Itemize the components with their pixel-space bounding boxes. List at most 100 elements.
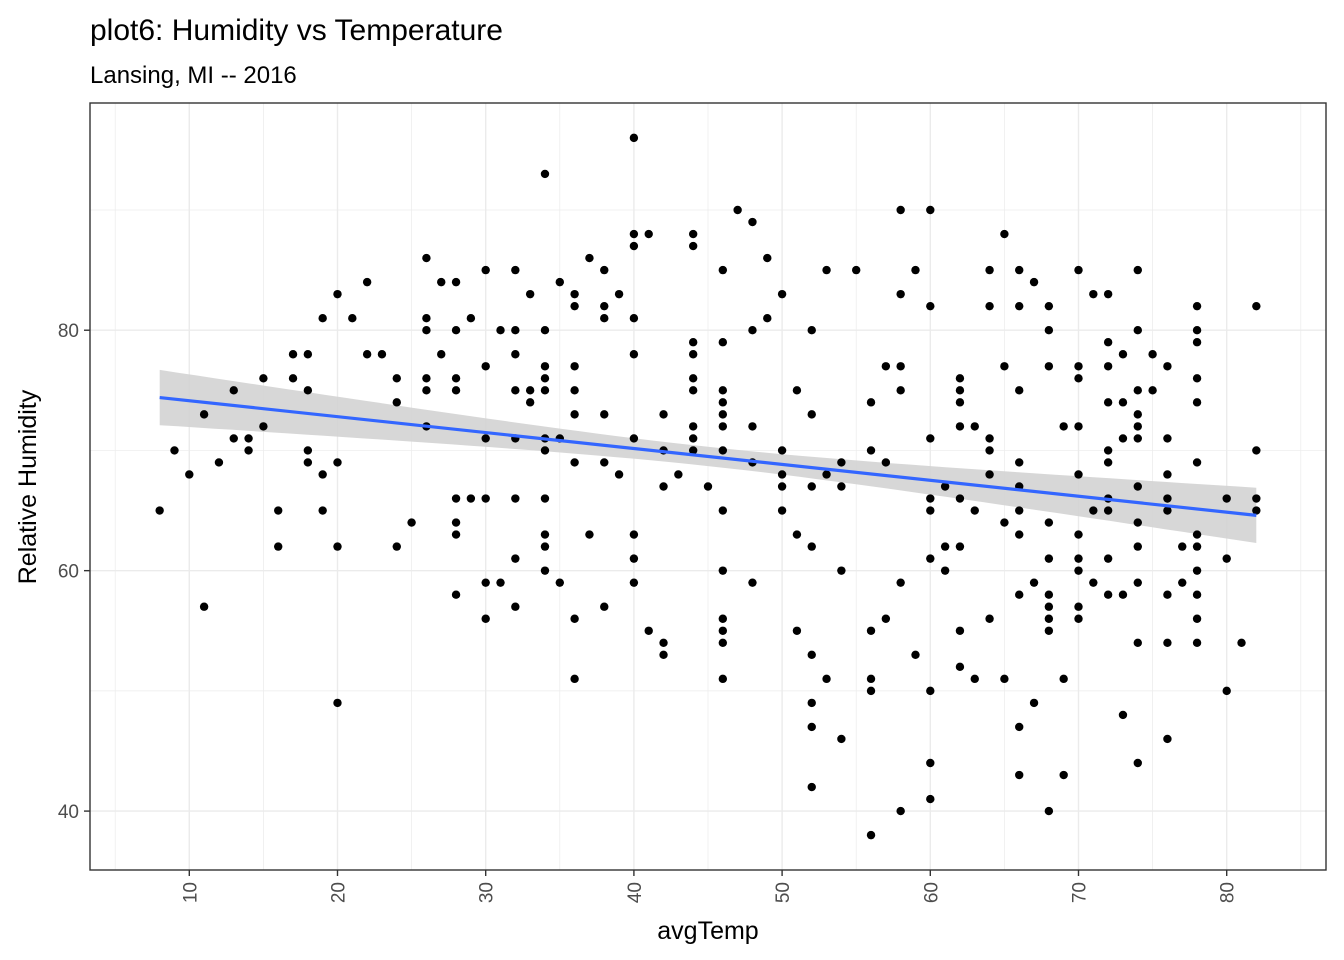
data-point [926,494,935,503]
data-point [629,229,639,239]
data-point [1089,578,1098,587]
data-point [1178,542,1187,551]
data-point [1074,422,1083,431]
data-point [718,446,728,455]
data-point [481,494,490,503]
data-point [185,470,194,479]
data-point [1192,398,1202,407]
data-point [333,542,342,551]
data-point [481,265,490,275]
data-point [1044,554,1054,563]
data-point [792,626,802,635]
data-point [1103,590,1113,599]
data-point [511,554,520,563]
data-point [392,398,401,407]
x-tick-label: 30 [477,882,498,903]
data-point [422,326,431,335]
data-point [866,830,876,840]
data-point [570,458,579,467]
data-point [303,386,313,395]
data-point [1252,506,1261,515]
data-point [244,446,253,455]
x-axis-title: avgTemp [657,917,758,945]
trend-line-layer [159,395,1257,517]
data-point [1103,506,1113,515]
data-point [1133,265,1142,275]
data-point [511,494,520,503]
data-point [644,229,653,239]
data-point [422,253,431,263]
data-point [629,313,639,323]
data-point [659,638,668,647]
data-point [718,638,728,647]
data-point [1133,410,1142,419]
data-point [733,205,742,215]
data-point [392,374,401,383]
data-point [1222,686,1231,696]
data-point [777,289,787,299]
data-point [688,434,698,443]
data-point [926,758,935,768]
data-point [600,265,609,275]
data-point [955,494,965,503]
data-point [985,614,994,623]
data-point [540,362,550,371]
data-point [1163,638,1172,647]
data-point [777,446,787,455]
data-point [540,374,550,383]
data-point [1252,301,1261,311]
data-point [1074,602,1083,611]
data-point [1015,590,1024,599]
data-point [274,542,283,551]
data-point [1192,614,1202,623]
data-point [1103,458,1113,467]
y-tick-label: 60 [58,562,79,583]
data-point [318,313,327,323]
data-point [777,482,787,491]
data-point [1015,530,1024,539]
data-point [303,458,313,467]
data-point [926,301,935,311]
data-point [1074,470,1083,479]
data-point [1192,338,1202,347]
data-point [1192,458,1202,467]
data-point [1148,350,1157,359]
data-point [807,782,816,792]
data-point [318,506,327,515]
data-point [1059,770,1068,780]
data-point [718,410,728,419]
data-point [540,446,550,455]
data-point [822,674,831,684]
data-point [718,338,728,347]
data-point [170,446,179,455]
data-point [822,265,831,275]
data-point [1133,758,1142,768]
data-point [718,614,728,623]
data-point [629,554,639,563]
data-point [1163,470,1172,479]
data-point [451,518,461,527]
data-point [555,277,564,287]
data-point [866,446,876,455]
data-point [1044,362,1054,371]
data-point [852,265,861,275]
data-point [718,422,728,431]
data-point [1252,494,1261,503]
data-point [333,289,342,299]
data-point [259,374,268,383]
data-point [1192,530,1202,539]
data-point [1015,506,1024,515]
data-point [985,434,994,443]
data-point [1148,386,1157,395]
data-point [555,578,564,587]
data-point [614,470,624,479]
data-point [985,470,994,479]
data-point [1178,578,1187,587]
data-point [540,169,550,179]
data-point [807,542,816,551]
data-point [1029,698,1039,708]
data-point [866,398,876,407]
data-point [866,674,876,684]
data-point [926,794,935,804]
data-point [1074,530,1083,539]
